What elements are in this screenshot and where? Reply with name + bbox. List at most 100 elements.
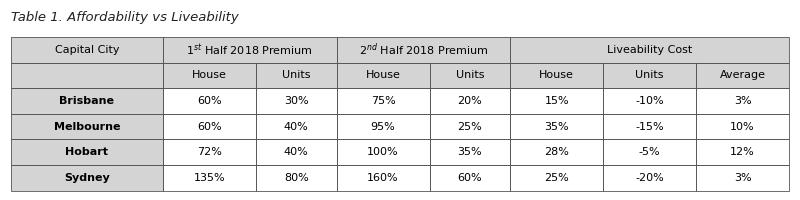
Bar bbox=[163, 63, 256, 88]
Bar bbox=[430, 63, 510, 88]
Bar bbox=[510, 63, 603, 88]
Text: -5%: -5% bbox=[639, 147, 661, 157]
Bar bbox=[337, 139, 430, 165]
Bar bbox=[163, 139, 256, 165]
Bar bbox=[11, 114, 163, 139]
Text: 80%: 80% bbox=[284, 173, 309, 183]
Text: 12%: 12% bbox=[730, 147, 755, 157]
Bar bbox=[337, 114, 430, 139]
Bar bbox=[256, 139, 337, 165]
Text: Units: Units bbox=[635, 70, 664, 80]
Text: 1$^{st}$ Half 2018 Premium: 1$^{st}$ Half 2018 Premium bbox=[186, 42, 313, 58]
Bar bbox=[696, 139, 789, 165]
Text: 3%: 3% bbox=[734, 173, 751, 183]
Bar bbox=[603, 165, 696, 191]
Bar bbox=[510, 165, 603, 191]
Text: -15%: -15% bbox=[635, 122, 664, 132]
Text: 3%: 3% bbox=[734, 96, 751, 106]
Bar bbox=[256, 165, 337, 191]
Bar bbox=[11, 37, 163, 63]
Bar bbox=[696, 165, 789, 191]
Bar bbox=[510, 37, 789, 63]
Bar bbox=[337, 88, 430, 114]
Bar bbox=[603, 63, 696, 88]
Bar bbox=[696, 165, 789, 191]
Bar bbox=[430, 114, 510, 139]
Text: -20%: -20% bbox=[635, 173, 664, 183]
Bar bbox=[163, 165, 256, 191]
Bar bbox=[603, 114, 696, 139]
Bar bbox=[696, 114, 789, 139]
Bar bbox=[696, 114, 789, 139]
Bar bbox=[11, 88, 163, 114]
Bar bbox=[430, 88, 510, 114]
Text: Units: Units bbox=[282, 70, 310, 80]
Text: 25%: 25% bbox=[544, 173, 569, 183]
Bar bbox=[11, 139, 163, 165]
Text: 60%: 60% bbox=[458, 173, 482, 183]
Text: Sydney: Sydney bbox=[64, 173, 110, 183]
Text: 35%: 35% bbox=[545, 122, 569, 132]
Text: -10%: -10% bbox=[635, 96, 664, 106]
Bar bbox=[256, 114, 337, 139]
Text: 2$^{nd}$ Half 2018 Premium: 2$^{nd}$ Half 2018 Premium bbox=[358, 41, 488, 58]
Bar bbox=[337, 63, 430, 88]
Text: 15%: 15% bbox=[545, 96, 569, 106]
Text: Brisbane: Brisbane bbox=[59, 96, 114, 106]
Text: 60%: 60% bbox=[197, 122, 222, 132]
Text: 75%: 75% bbox=[370, 96, 395, 106]
Text: Hobart: Hobart bbox=[66, 147, 109, 157]
Bar bbox=[256, 88, 337, 114]
Bar bbox=[337, 37, 510, 63]
Bar bbox=[163, 37, 337, 63]
Text: 160%: 160% bbox=[367, 173, 399, 183]
Bar bbox=[510, 114, 603, 139]
Text: 72%: 72% bbox=[197, 147, 222, 157]
Bar bbox=[256, 114, 337, 139]
Bar bbox=[430, 114, 510, 139]
Bar bbox=[163, 37, 337, 63]
Bar bbox=[603, 139, 696, 165]
Bar bbox=[337, 165, 430, 191]
Bar bbox=[337, 139, 430, 165]
Text: 40%: 40% bbox=[284, 147, 309, 157]
Bar bbox=[696, 88, 789, 114]
Bar bbox=[11, 63, 163, 88]
Bar bbox=[163, 88, 256, 114]
Bar bbox=[163, 139, 256, 165]
Bar bbox=[510, 114, 603, 139]
Bar bbox=[163, 63, 256, 88]
Bar bbox=[603, 165, 696, 191]
Text: 25%: 25% bbox=[458, 122, 482, 132]
Text: 100%: 100% bbox=[367, 147, 399, 157]
Bar bbox=[11, 37, 163, 63]
Bar bbox=[603, 63, 696, 88]
Bar bbox=[510, 37, 789, 63]
Bar bbox=[696, 139, 789, 165]
Bar bbox=[337, 37, 510, 63]
Bar bbox=[337, 114, 430, 139]
Text: 28%: 28% bbox=[544, 147, 569, 157]
Bar bbox=[163, 88, 256, 114]
Bar bbox=[11, 165, 163, 191]
Bar bbox=[430, 63, 510, 88]
Bar bbox=[163, 114, 256, 139]
Text: House: House bbox=[192, 70, 227, 80]
Text: 95%: 95% bbox=[370, 122, 395, 132]
Bar bbox=[163, 165, 256, 191]
Bar bbox=[11, 63, 163, 88]
Bar bbox=[430, 165, 510, 191]
Text: 35%: 35% bbox=[458, 147, 482, 157]
Bar bbox=[256, 139, 337, 165]
Text: House: House bbox=[539, 70, 574, 80]
Bar bbox=[256, 88, 337, 114]
Text: Capital City: Capital City bbox=[54, 45, 119, 55]
Text: 135%: 135% bbox=[194, 173, 225, 183]
Bar bbox=[510, 88, 603, 114]
Text: House: House bbox=[366, 70, 401, 80]
Bar bbox=[510, 139, 603, 165]
Text: 40%: 40% bbox=[284, 122, 309, 132]
Bar bbox=[696, 88, 789, 114]
Bar bbox=[11, 139, 163, 165]
Text: Liveability Cost: Liveability Cost bbox=[607, 45, 692, 55]
